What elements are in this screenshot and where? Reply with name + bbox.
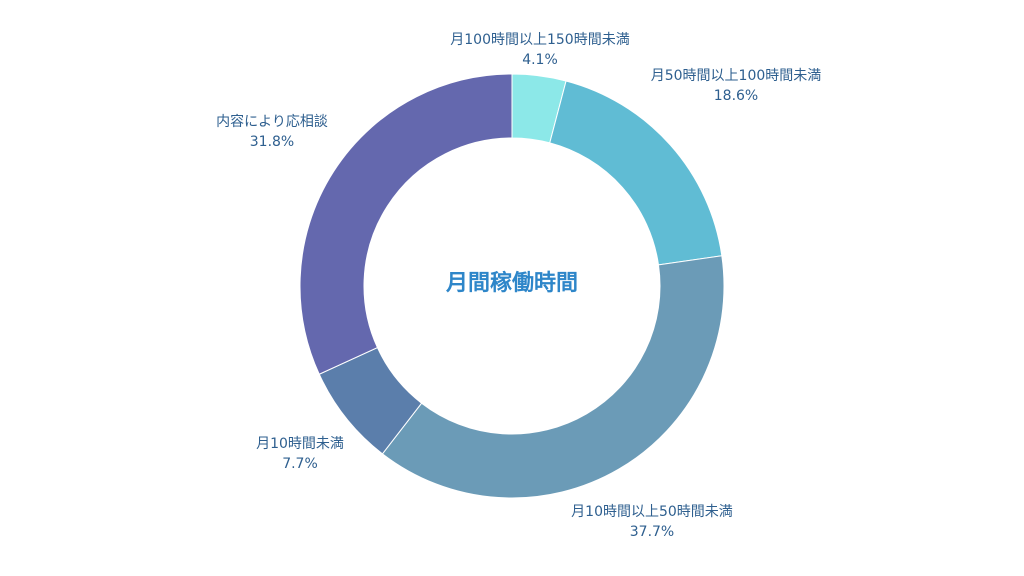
slice-value-label: 7.7%: [282, 456, 318, 472]
slices-group: [299, 73, 725, 499]
slice-value-label: 18.6%: [714, 88, 758, 104]
slice-value-label: 31.8%: [250, 134, 294, 150]
slice-label: 月100時間以上150時間未満: [450, 32, 629, 48]
slice-label: 内容により応相談: [216, 113, 328, 130]
slice-label: 月10時間未満: [256, 436, 344, 452]
chart-center-title: 月間稼働時間: [445, 270, 578, 296]
donut-slice: [549, 80, 723, 266]
slice-value-label: 4.1%: [522, 52, 558, 68]
labels-group: 月100時間以上150時間未満 4.1% 月50時間以上100時間未満 18.6% 月1…: [216, 32, 821, 540]
slice-label: 月50時間以上100時間未満: [651, 68, 822, 84]
donut-slice: [381, 255, 725, 499]
slice-value-label: 37.7%: [630, 524, 674, 540]
donut-slice: [299, 73, 513, 375]
slice-label: 月10時間以上50時間未満: [571, 504, 733, 520]
